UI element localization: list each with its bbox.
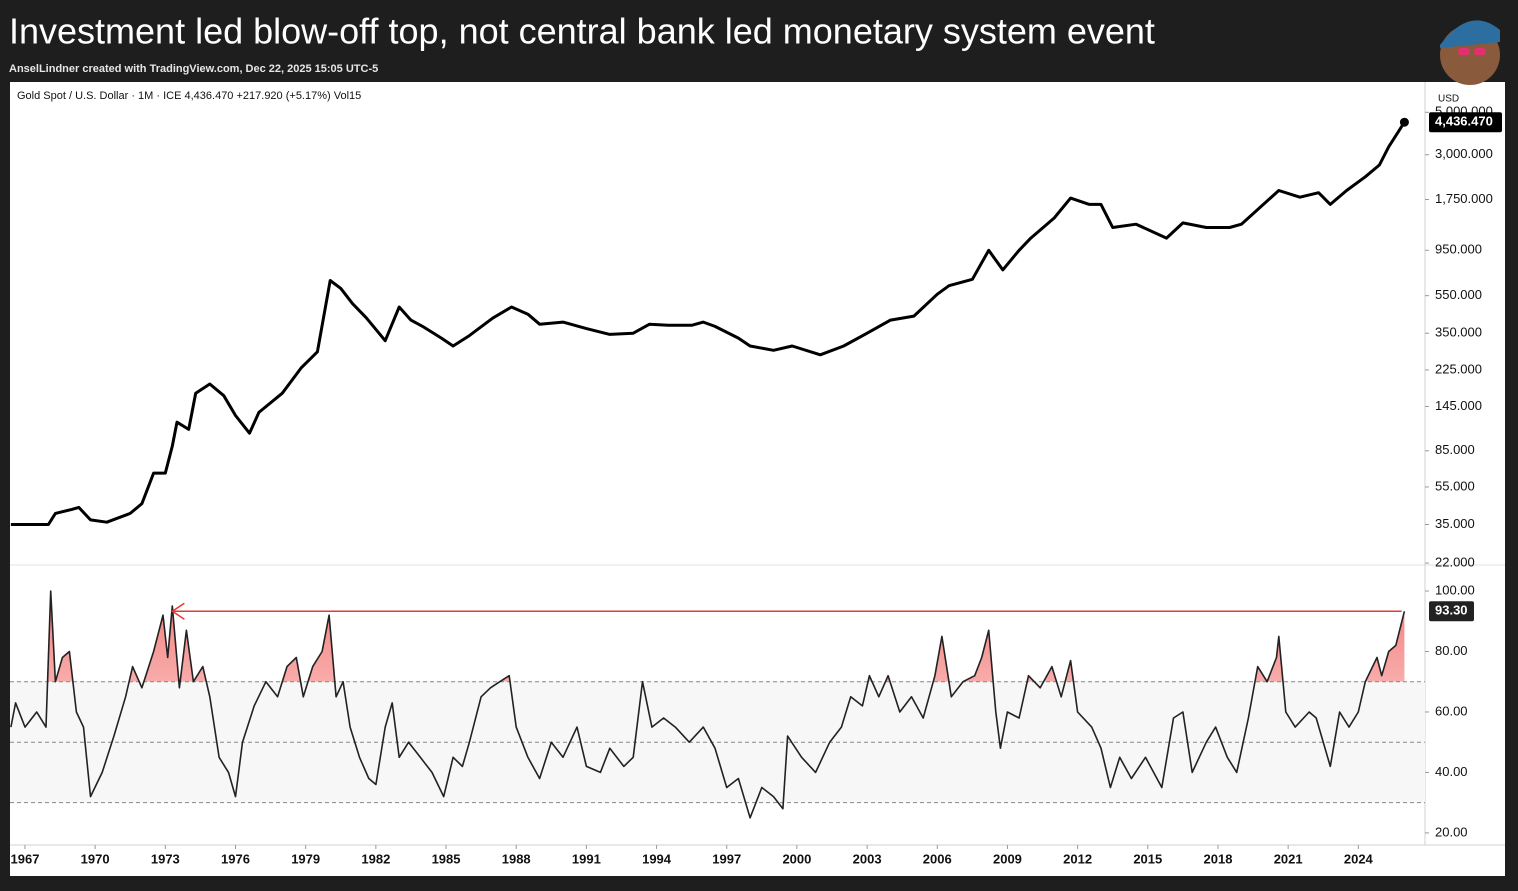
y-tick-label: 22.000 [1435,555,1475,570]
x-tick-label: 1994 [642,851,672,866]
y-tick-label: 225.000 [1435,361,1482,376]
x-tick-label: 1985 [432,851,461,866]
last-point [1399,117,1409,127]
y-tick-label: 60.00 [1435,703,1468,718]
plot: 22.000 35.000 55.000 85.000 145.000 225.000 35… [10,104,1502,866]
arrow [170,602,1402,620]
y-tick-label: 80.00 [1435,643,1468,658]
series-line [10,590,1406,819]
title: Investment led blow-off top, not central… [9,11,1155,52]
last-value-box [1429,112,1502,133]
last-value-label: 93.30 [1435,603,1468,618]
x-tick-label: 2018 [1204,851,1233,866]
subtitle: AnselLindner created with TradingView.co… [9,63,378,75]
legend: Gold Spot / U.S. Dollar · 1M · ICE 4,436… [17,90,361,102]
y-tick-label: 85.000 [1435,442,1475,457]
last-value-label: 4,436.470 [1435,114,1493,129]
currency: USD [1438,94,1459,105]
y-tick-label: 145.000 [1435,398,1482,413]
x-tick-label: 1967 [11,851,40,866]
pane [10,121,1406,526]
x-tick-label: 1979 [291,851,320,866]
x-tick-label: 2021 [1274,851,1303,866]
x-tick-label: 2012 [1063,851,1092,866]
x-tick-label: 1973 [151,851,180,866]
y-tick-label: 350.000 [1435,325,1482,340]
x-tick-label: 2000 [782,851,811,866]
x-tick-label: 1982 [361,851,390,866]
y-tick-label: 35.000 [1435,516,1475,531]
x-tick-label: 2015 [1133,851,1162,866]
x-tick-label: 2006 [923,851,952,866]
last-value-box [1429,601,1474,622]
time-axis [10,845,1505,876]
x-tick-label: 2009 [993,851,1022,866]
x-tick-label: 1997 [712,851,741,866]
x-tick-label: 1991 [572,851,601,866]
y-tick-label: 550.000 [1435,287,1482,302]
series-line [10,121,1406,526]
x-tick-label: 1988 [502,851,531,866]
y-tick-label: 3,000.000 [1435,146,1493,161]
overbought-area [10,591,1405,682]
x-tick-label: 2003 [853,851,882,866]
x-tick-label: 1970 [81,851,110,866]
y-tick-label: 40.00 [1435,764,1468,779]
y-tick-label: 950.000 [1435,242,1482,257]
x-tick-label: 1976 [221,851,250,866]
pane [10,590,1425,819]
x-tick-label: 2024 [1344,851,1374,866]
y-tick-label: 100.00 [1435,582,1475,597]
avatar [1440,20,1500,85]
y-tick-label: 55.000 [1435,478,1475,493]
y-tick-label: 20.00 [1435,824,1468,839]
y-tick-label: 1,750.000 [1435,191,1493,206]
